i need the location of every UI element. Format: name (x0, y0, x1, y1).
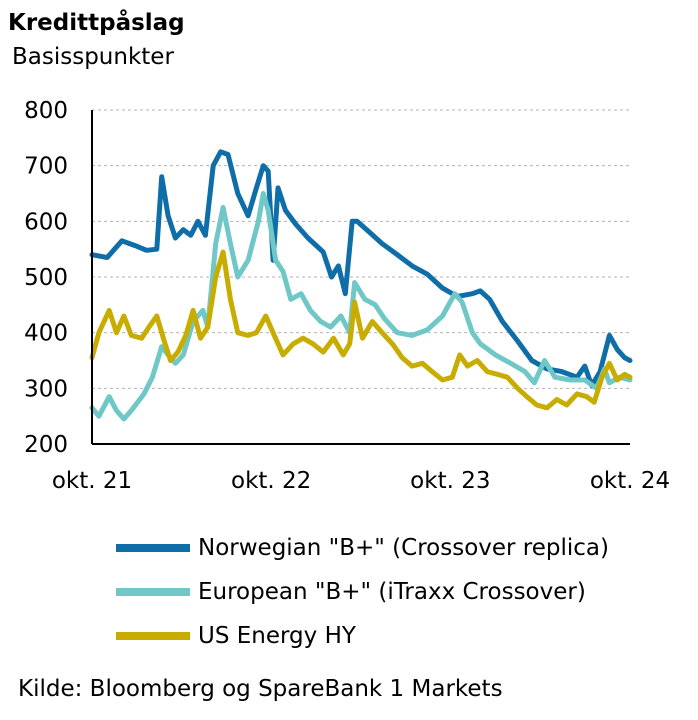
axes (91, 110, 630, 445)
series-line-norwegian (89, 149, 633, 389)
x-tick-label: okt. 24 (590, 468, 670, 494)
chart-subtitle: Basisspunkter (12, 44, 174, 70)
x-tick-label: okt. 23 (410, 468, 490, 494)
legend-swatch-european (116, 588, 190, 596)
legend-label-european: European "B+" (iTraxx Crossover) (198, 579, 586, 605)
legend-swatch-us-energy (116, 632, 190, 640)
y-tick-label: 600 (24, 209, 68, 235)
y-tick-label: 500 (24, 265, 68, 291)
series-lines (89, 149, 633, 422)
series-line-us-energy (89, 249, 633, 411)
y-tick-label: 300 (24, 376, 68, 402)
y-tick-label: 700 (24, 154, 68, 180)
x-tick-label: okt. 21 (52, 468, 132, 494)
legend-swatch-norwegian (116, 544, 190, 552)
legend: Norwegian "B+" (Crossover replica) Europ… (116, 526, 609, 658)
legend-label-norwegian: Norwegian "B+" (Crossover replica) (198, 535, 610, 561)
y-tick-label: 800 (24, 98, 68, 124)
x-tick-label: okt. 22 (231, 468, 311, 494)
y-tick-label: 200 (24, 432, 68, 458)
source-note: Kilde: Bloomberg og SpareBank 1 Markets (18, 676, 503, 702)
legend-item-european: European "B+" (iTraxx Crossover) (116, 570, 609, 614)
y-tick-label: 400 (24, 321, 68, 347)
legend-item-norwegian: Norwegian "B+" (Crossover replica) (116, 526, 609, 570)
y-axis-ticks: 200 300 400 500 600 700 800 (24, 98, 68, 458)
legend-item-us-energy: US Energy HY (116, 614, 609, 658)
x-axis-ticks: okt. 21 okt. 22 okt. 23 okt. 24 (52, 468, 670, 494)
chart-title: Kredittpåslag (8, 10, 185, 36)
legend-label-us-energy: US Energy HY (198, 623, 356, 649)
grid-lines (92, 109, 630, 389)
